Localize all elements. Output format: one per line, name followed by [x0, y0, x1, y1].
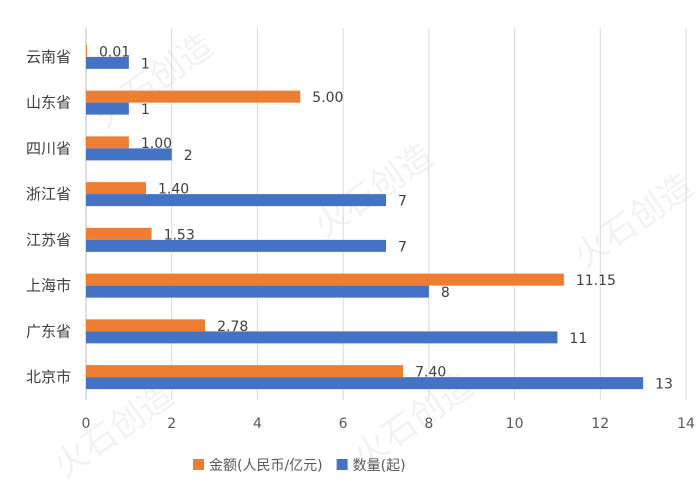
bar-amount	[86, 90, 301, 103]
data-label: 1	[141, 102, 150, 118]
category-label: 云南省	[26, 48, 71, 66]
legend: 金额(人民币/亿元) 数量(起)	[193, 458, 406, 474]
x-tick-label: 14	[677, 416, 695, 432]
category-label: 江苏省	[26, 231, 71, 249]
data-label: 11	[569, 331, 587, 347]
watermark-text: 火石创造	[307, 136, 441, 247]
category-label: 上海市	[26, 277, 71, 295]
x-tick-label: 10	[506, 416, 524, 432]
data-label: 8	[441, 285, 450, 301]
data-label: 2	[184, 148, 193, 164]
data-label: 0.01	[99, 44, 130, 60]
bar-count	[86, 377, 644, 390]
legend-swatch	[336, 459, 348, 470]
data-label: 7.40	[415, 365, 446, 381]
data-label: 1.53	[164, 227, 195, 243]
data-label: 1.00	[141, 136, 172, 152]
data-label: 1	[141, 56, 150, 72]
watermark-text: 火石创造	[47, 376, 181, 487]
x-tick-label: 4	[253, 416, 262, 432]
x-tick-label: 2	[167, 416, 176, 432]
data-label: 7	[398, 194, 407, 210]
bar-amount	[86, 182, 146, 195]
x-tick-label: 6	[339, 416, 348, 432]
bar-count	[86, 331, 558, 344]
legend-label: 金额(人民币/亿元)	[209, 458, 323, 474]
bar-amount	[86, 44, 87, 57]
legend-swatch	[193, 459, 204, 470]
x-tick-labels: 0 2 4 6 8 10 12 14	[82, 416, 695, 432]
bar-amount	[86, 319, 206, 332]
bar-amount	[86, 365, 404, 378]
data-label: 1.40	[158, 182, 189, 198]
data-label: 13	[655, 377, 673, 393]
x-tick-label: 0	[82, 416, 91, 432]
watermark-text: 火石创造	[87, 26, 221, 137]
data-label: 5.00	[312, 90, 343, 106]
x-tick-label: 8	[424, 416, 433, 432]
bar-amount	[86, 227, 152, 240]
data-label: 11.15	[576, 273, 616, 289]
category-label: 广东省	[26, 322, 71, 340]
legend-label: 数量(起)	[353, 458, 406, 474]
category-label: 北京市	[26, 368, 71, 386]
data-label: 2.78	[217, 319, 248, 335]
watermark-text: 火石创造	[567, 166, 700, 277]
gridlines	[85, 28, 687, 400]
data-label: 7	[398, 239, 407, 255]
category-label: 浙江省	[26, 185, 71, 203]
bar-count	[86, 148, 172, 161]
bar-amount	[86, 136, 129, 149]
bars	[86, 44, 644, 390]
bar-count	[86, 56, 129, 69]
bar-count	[86, 285, 429, 298]
bar-amount	[86, 273, 564, 286]
category-label: 山东省	[26, 94, 71, 112]
data-labels: 0.01 1 5.00 1 1.00 2 1.40 7 1.53 7 11.15 8 2.78 11 7.4…	[99, 44, 673, 392]
category-label: 四川省	[26, 139, 71, 157]
bar-count	[86, 102, 129, 115]
bar-count	[86, 239, 386, 252]
bar-count	[86, 194, 386, 207]
x-tick-label: 12	[591, 416, 609, 432]
